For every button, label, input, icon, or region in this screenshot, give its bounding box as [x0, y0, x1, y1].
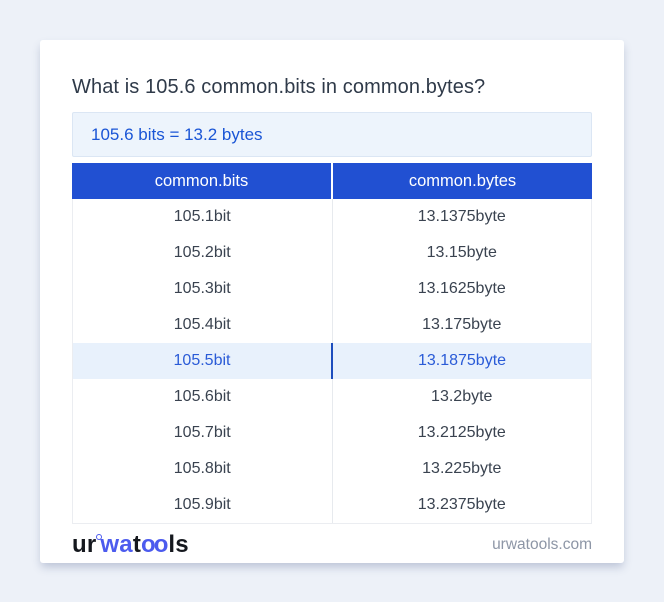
- logo-text-ur: ur: [72, 530, 97, 558]
- bytes-cell[interactable]: 13.2375byte: [417, 496, 506, 513]
- logo[interactable]: ur wa t oo ls: [72, 531, 189, 559]
- bytes-cell[interactable]: 13.15byte: [426, 244, 497, 261]
- table-row: 105.1bit 13.1375byte: [73, 199, 591, 235]
- bits-cell[interactable]: 105.1bit: [73, 199, 333, 235]
- table-row: 105.7bit 13.2125byte: [73, 415, 591, 451]
- bits-cell[interactable]: 105.5bit: [73, 343, 333, 379]
- table-header-row: common.bits common.bytes: [72, 163, 592, 199]
- column-header-bytes: common.bytes: [408, 172, 517, 190]
- answer-text: 105.6 bits = 13.2 bytes: [91, 124, 263, 144]
- table-row: 105.3bit 13.1625byte: [73, 271, 591, 307]
- bits-cell[interactable]: 105.3bit: [73, 271, 333, 307]
- table-row: 105.6bit 13.2byte: [73, 379, 591, 415]
- conversion-card: What is 105.6 common.bits in common.byte…: [40, 40, 624, 563]
- bytes-cell[interactable]: 13.2byte: [431, 388, 493, 405]
- column-header-bits: common.bits: [72, 163, 333, 199]
- table-row: 105.5bit 13.1875byte: [73, 343, 591, 379]
- table-row: 105.2bit 13.15byte: [73, 235, 591, 271]
- bits-cell[interactable]: 105.6bit: [73, 379, 333, 415]
- logo-rings-oo: oo: [141, 530, 168, 558]
- page-title: What is 105.6 common.bits in common.byte…: [72, 76, 486, 98]
- conversion-table: common.bits common.bytes 105.1bit 13.1375…: [72, 163, 592, 524]
- card-footer: ur wa t oo ls urwatools.com: [72, 524, 592, 565]
- degree-ring-icon: [96, 533, 103, 540]
- table-body: 105.1bit 13.1375byte 105.2bit 13.15byte 105.…: [73, 199, 591, 523]
- bytes-cell[interactable]: 13.1375byte: [417, 208, 506, 225]
- bits-cell[interactable]: 105.4bit: [73, 307, 333, 343]
- bits-cell[interactable]: 105.7bit: [73, 415, 333, 451]
- bytes-cell[interactable]: 13.225byte: [422, 460, 502, 477]
- table-row: 105.9bit 13.2375byte: [73, 487, 591, 523]
- logo-text-t: t: [132, 530, 142, 558]
- bits-cell[interactable]: 105.8bit: [73, 451, 333, 487]
- table-row: 105.4bit 13.175byte: [73, 307, 591, 343]
- site-label: urwatools.com: [492, 535, 592, 553]
- logo-text-wa: wa: [100, 530, 133, 558]
- bytes-cell[interactable]: 13.1875byte: [333, 343, 591, 379]
- bits-cell[interactable]: 105.9bit: [73, 487, 333, 523]
- table-row: 105.8bit 13.225byte: [73, 451, 591, 487]
- logo-text-ls: ls: [168, 530, 189, 558]
- answer-callout: 105.6 bits = 13.2 bytes: [72, 112, 592, 157]
- bytes-cell[interactable]: 13.175byte: [422, 316, 502, 333]
- bits-cell[interactable]: 105.2bit: [73, 235, 333, 271]
- bytes-cell[interactable]: 13.1625byte: [417, 280, 506, 297]
- bytes-cell[interactable]: 13.2125byte: [417, 424, 506, 441]
